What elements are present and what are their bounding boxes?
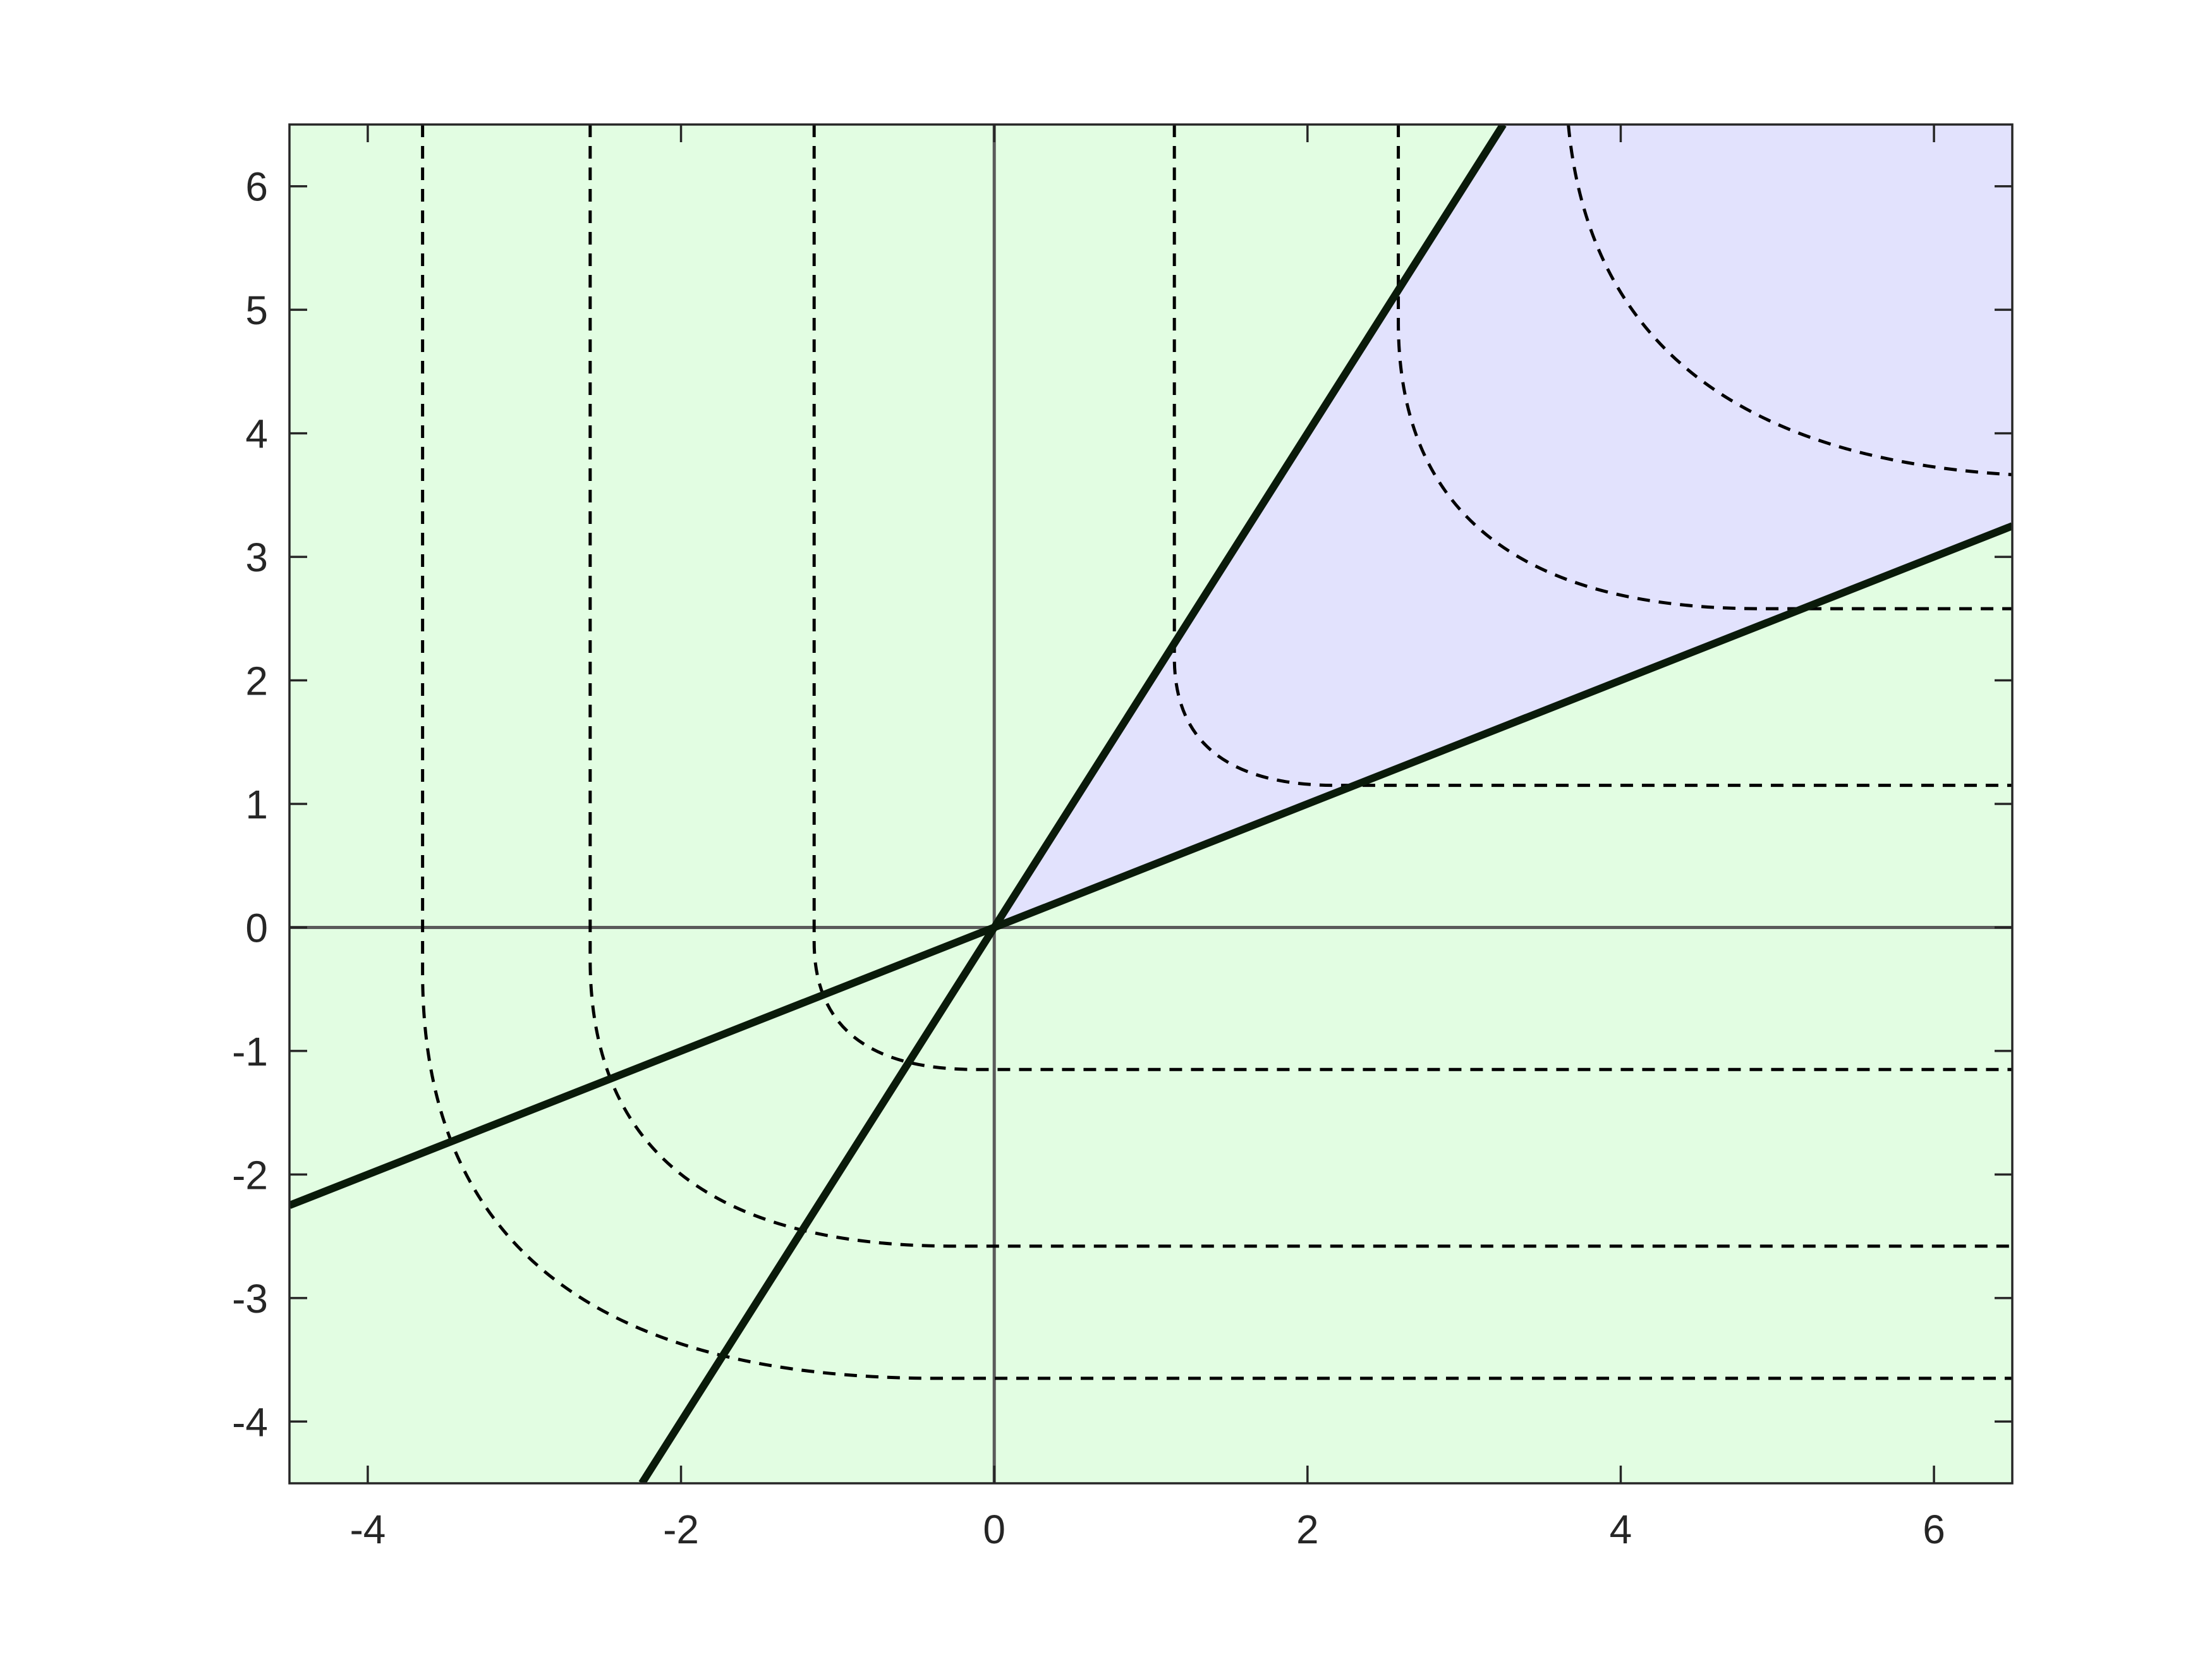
y-tick-label: -4 xyxy=(232,1399,268,1445)
contour-first-3 xyxy=(1564,125,2012,478)
y-tick-label: 0 xyxy=(245,905,268,951)
y-tick-label: 4 xyxy=(245,411,268,457)
y-tick-label: -2 xyxy=(232,1152,268,1198)
contour-third-1 xyxy=(812,125,2012,1071)
contour-third-3 xyxy=(421,125,2012,1380)
y-tick-label: 2 xyxy=(245,659,268,704)
y-tick-label: -1 xyxy=(232,1029,268,1074)
series-line-shallow xyxy=(289,522,2012,1209)
contour-third-2 xyxy=(588,125,2012,1248)
series-line-steep xyxy=(638,125,1507,1483)
x-tick-labels: -4 -2 0 2 4 6 xyxy=(349,1507,1945,1552)
x-tick-label: -4 xyxy=(349,1507,386,1552)
y-tick-labels: -4 -3 -2 -1 0 1 2 3 4 5 6 xyxy=(232,164,268,1445)
y-tick-label: -3 xyxy=(232,1276,268,1322)
region-cone xyxy=(994,125,2012,928)
plot-area xyxy=(289,125,2012,1483)
y-tick-label: 5 xyxy=(245,288,268,333)
x-tick-label: 2 xyxy=(1296,1507,1319,1552)
axes-frame xyxy=(288,123,2014,1485)
contour-first-2 xyxy=(1397,125,2012,611)
x-tick-label: 4 xyxy=(1610,1507,1632,1552)
y-tick-label: 6 xyxy=(245,164,268,210)
x-tick-label: 0 xyxy=(983,1507,1006,1552)
y-tick-label: 3 xyxy=(245,535,268,580)
y-tick-label: 1 xyxy=(245,782,268,827)
contour-first-1 xyxy=(1172,125,2012,787)
x-tick-label: 6 xyxy=(1923,1507,1945,1552)
x-tick-label: -2 xyxy=(663,1507,699,1552)
